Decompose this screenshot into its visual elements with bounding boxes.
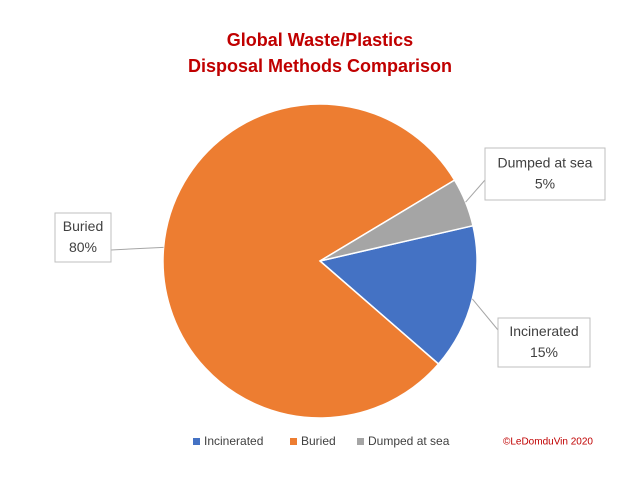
data-label: 15% [530, 344, 558, 360]
data-label-name: Buried [63, 218, 103, 234]
leader-line [110, 246, 164, 251]
pie-slice [318, 224, 478, 366]
leader-line [471, 298, 499, 331]
legend-label: Buried [301, 434, 336, 448]
legend-swatch [290, 438, 297, 445]
chart-title: Global Waste/Plastics [227, 30, 413, 50]
data-label-name: Incinerated [509, 323, 578, 339]
legend-swatch [357, 438, 364, 445]
copyright: ©LeDomduVin 2020 [503, 437, 593, 448]
legend-label: Dumped at sea [368, 434, 450, 448]
pie-slice [319, 179, 474, 262]
label-box [484, 147, 606, 201]
leader-line [465, 179, 486, 203]
data-label: 5% [535, 176, 555, 192]
label-box [54, 212, 112, 263]
data-label: 80% [69, 239, 97, 255]
legend-label: Incinerated [204, 434, 263, 448]
data-label-name: Dumped at sea [498, 155, 593, 171]
label-box [497, 317, 591, 368]
legend-swatch [193, 438, 200, 445]
chart-title: Disposal Methods Comparison [188, 56, 452, 76]
